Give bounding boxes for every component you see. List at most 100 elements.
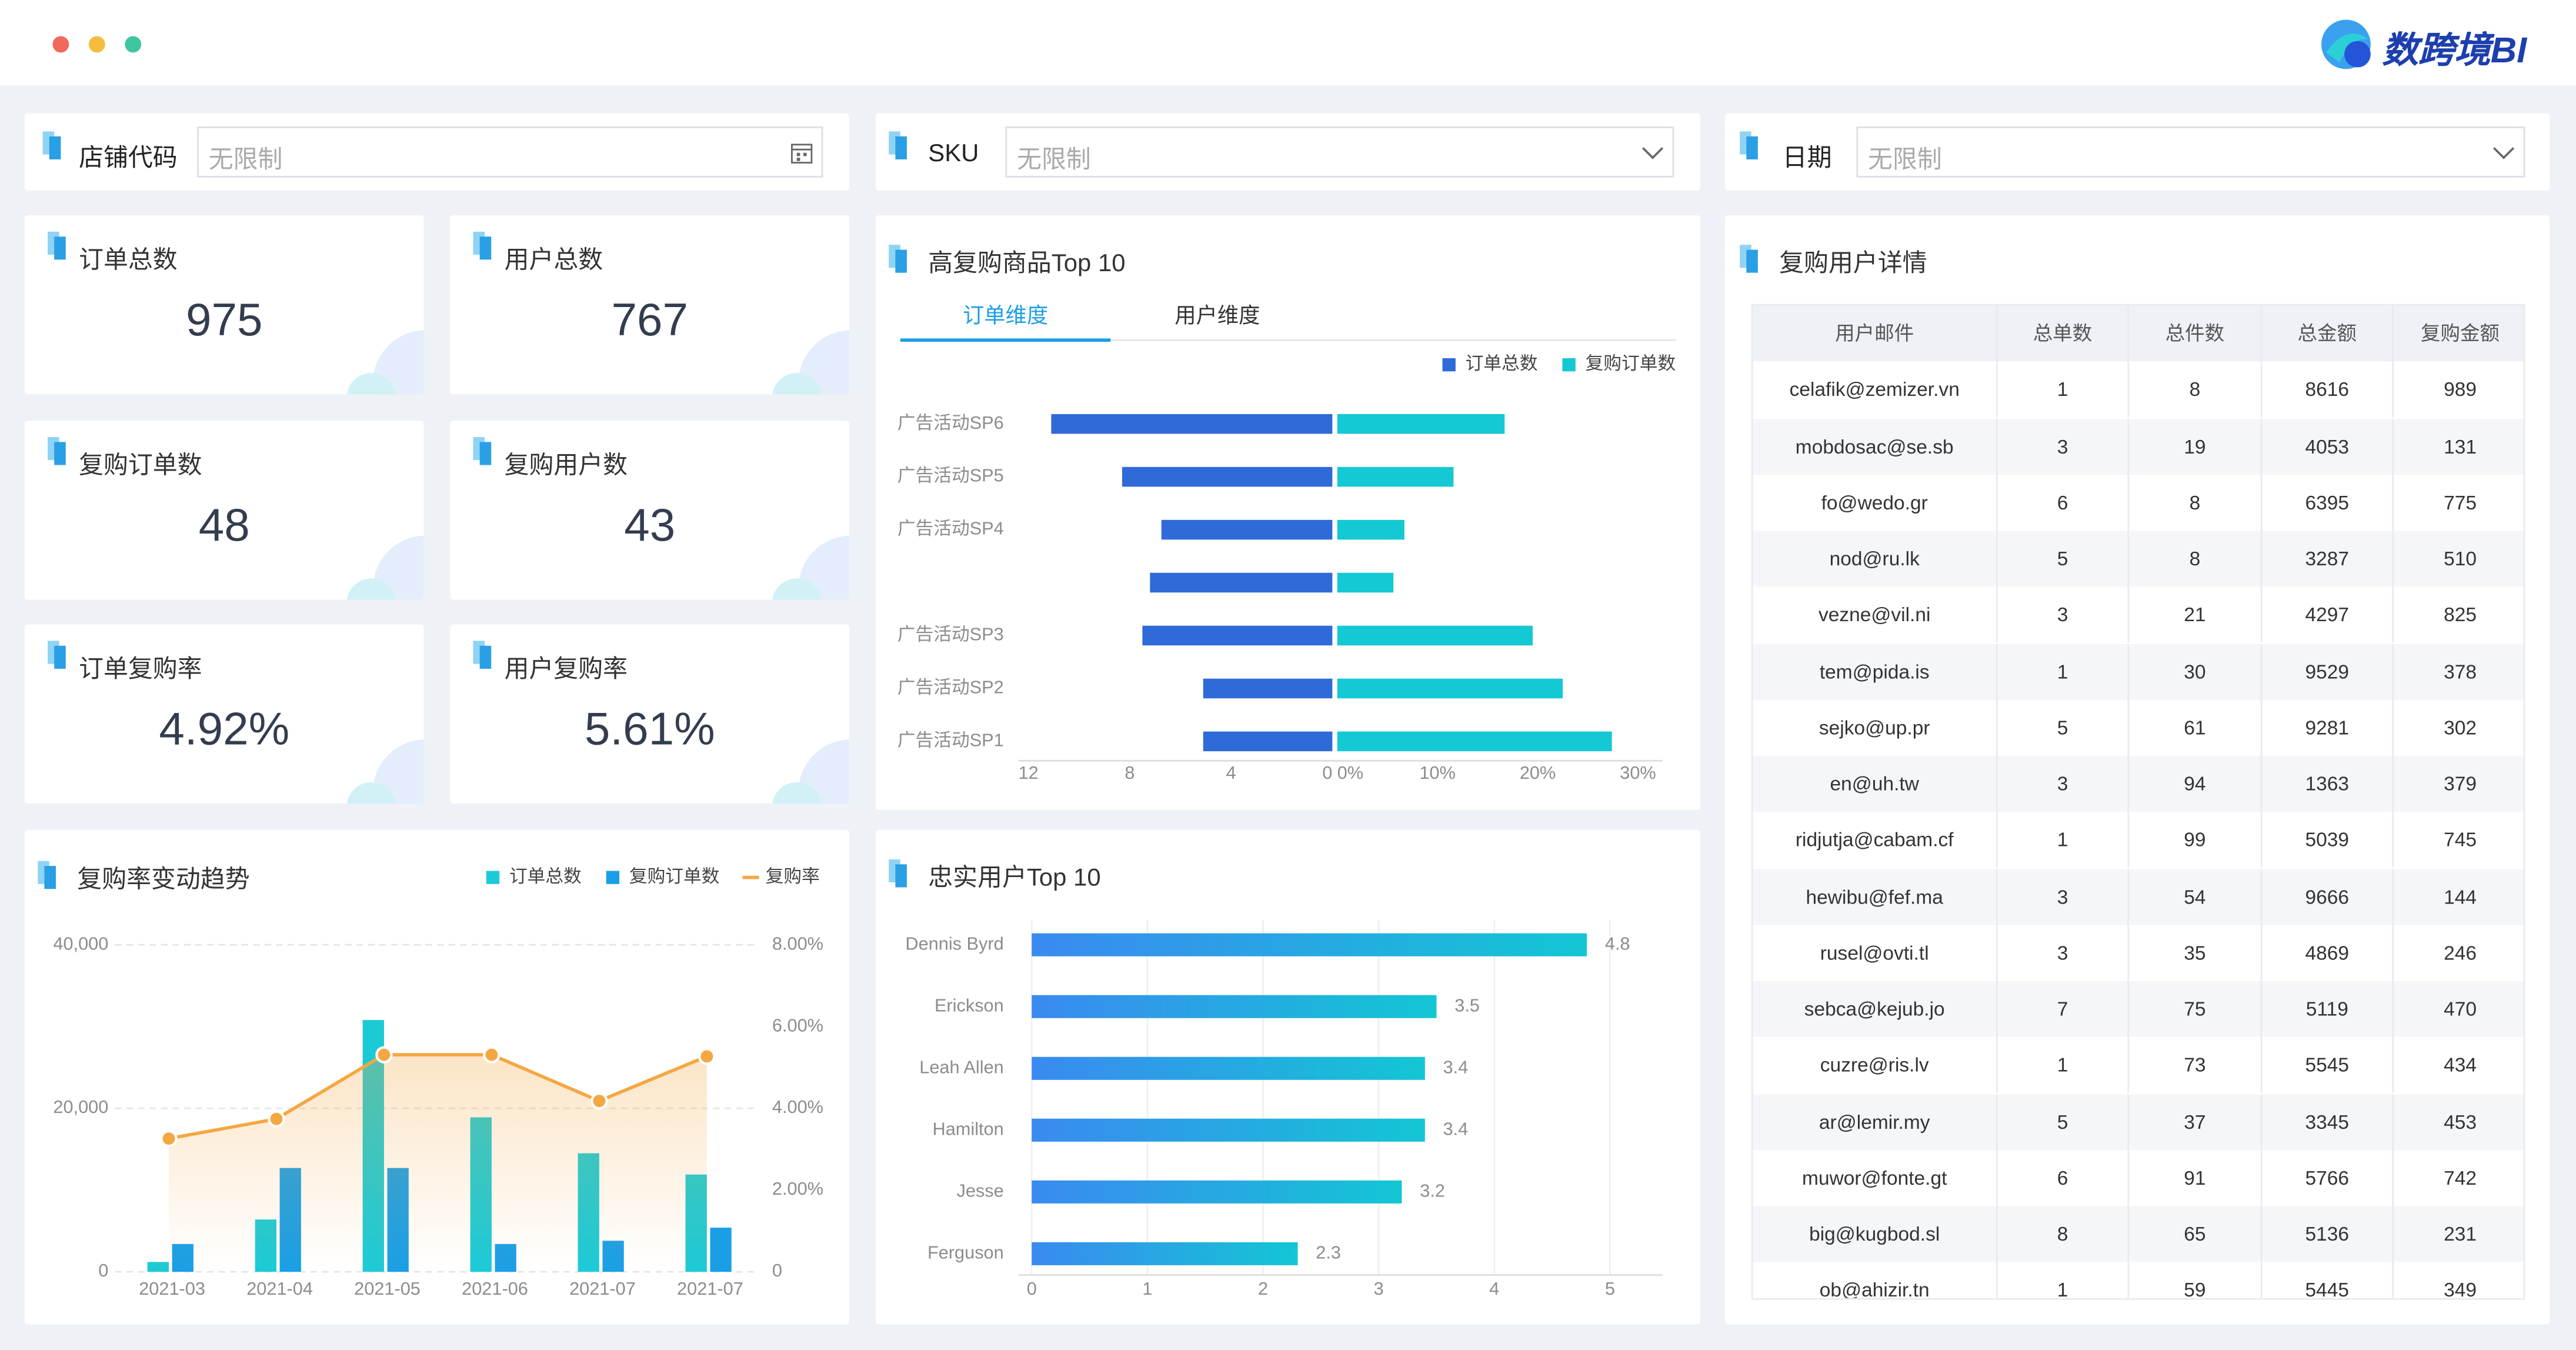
icon <box>889 131 909 159</box>
brand: 数跨境BI <box>2382 29 2527 71</box>
table-cell: 5766 <box>2262 1149 2394 1206</box>
table-cell: 8 <box>2129 474 2263 531</box>
chart-title: 复购率变动趋势 <box>77 866 250 894</box>
table-cell: rusel@ovti.tl <box>1753 924 1998 981</box>
table-cell: 510 <box>2393 531 2524 587</box>
table-cell: 3 <box>1997 868 2130 925</box>
kpi-value: 767 <box>611 294 689 345</box>
card <box>450 624 850 804</box>
table-cell: 19 <box>2129 418 2263 474</box>
filter-input[interactable] <box>1856 126 2525 178</box>
table-cell: 349 <box>2393 1262 2524 1298</box>
table: 用户邮件 总单数 总件数 总金额 复购金额 celafik@zemizer.vn 1 8 861… <box>1751 304 2525 1300</box>
table-cell: hewibu@fef.ma <box>1753 868 1998 925</box>
table-cell: 3 <box>1997 418 2130 474</box>
table-cell: 65 <box>2129 1206 2263 1262</box>
calendar-icon[interactable] <box>789 139 815 166</box>
table-cell: en@uh.tw <box>1753 755 1998 812</box>
table-cell: 6395 <box>2262 474 2394 531</box>
table-cell: 131 <box>2393 418 2524 474</box>
chart-title: 忠实用户Top 10 <box>928 864 1101 892</box>
placeholder: 无限制 <box>1017 146 1091 175</box>
table-cell: 5445 <box>2262 1262 2394 1298</box>
table-cell: tem@pida.is <box>1753 643 1998 699</box>
dropdown-icon[interactable] <box>1640 139 1666 166</box>
card <box>24 421 424 600</box>
table-cell: 5 <box>1997 699 2130 756</box>
table-cell: 5545 <box>2262 1037 2394 1094</box>
table-cell: 1 <box>1997 643 2130 699</box>
table-cell: 8 <box>2129 531 2263 587</box>
kpi-label: 用户复购率 <box>504 655 628 684</box>
table-cell: sebca@kejub.jo <box>1753 981 1998 1037</box>
table-cell: 4053 <box>2262 418 2394 474</box>
card <box>24 624 424 804</box>
filter-input[interactable] <box>1005 126 1674 178</box>
table-cell: mobdosac@se.sb <box>1753 418 1998 474</box>
table-cell: 54 <box>2129 868 2263 925</box>
icon <box>48 231 68 260</box>
table-cell: 3 <box>1997 586 2130 643</box>
table-cell: muwor@fonte.gt <box>1753 1149 1998 1206</box>
card <box>875 829 1701 1325</box>
table-cell: 73 <box>2129 1037 2263 1094</box>
table-cell: 5 <box>1997 1093 2130 1149</box>
icon <box>473 437 493 465</box>
dot[interactable] <box>88 36 105 53</box>
header-cell: 用户邮件 <box>1753 305 1998 362</box>
kpi-value: 48 <box>198 499 250 551</box>
card <box>450 421 850 600</box>
table-cell: ob@ahizir.tn <box>1753 1262 1998 1298</box>
table-cell: sejko@up.pr <box>1753 699 1998 756</box>
kpi-label: 订单总数 <box>79 246 178 275</box>
table-cell: 5136 <box>2262 1206 2394 1262</box>
table-cell: 8 <box>1997 1206 2130 1262</box>
chart-title: 高复购商品Top 10 <box>928 249 1126 278</box>
kpi-value: 5.61% <box>584 703 715 755</box>
icon <box>1740 131 1760 159</box>
table-cell: 144 <box>2393 868 2524 925</box>
table-cell: 453 <box>2393 1093 2524 1149</box>
kpi-label: 复购订单数 <box>79 452 202 480</box>
filter-label: SKU <box>928 139 979 168</box>
dot[interactable] <box>125 36 142 53</box>
table-cell: 378 <box>2393 643 2524 699</box>
table-cell: 35 <box>2129 924 2263 981</box>
table-cell: 3 <box>1997 924 2130 981</box>
table-cell: 1 <box>1997 1262 2130 1298</box>
kpi-label: 订单复购率 <box>79 655 202 684</box>
table-cell: 3345 <box>2262 1093 2394 1149</box>
filter-label: 店铺代码 <box>79 144 178 173</box>
icon <box>473 231 493 260</box>
dot[interactable] <box>52 36 69 53</box>
table-cell: 21 <box>2129 586 2263 643</box>
kpi-value: 975 <box>186 294 263 345</box>
kpi-label: 复购用户数 <box>504 452 628 480</box>
card <box>875 215 1701 811</box>
table-cell: 302 <box>2393 699 2524 756</box>
table-cell: 5 <box>1997 531 2130 587</box>
table-cell: big@kugbod.sl <box>1753 1206 1998 1262</box>
table-cell: 9666 <box>2262 868 2394 925</box>
table-cell: ar@lemir.my <box>1753 1093 1998 1149</box>
table-cell: 4869 <box>2262 924 2394 981</box>
table-cell: 470 <box>2393 981 2524 1037</box>
table-cell: 1 <box>1997 1037 2130 1094</box>
filter-input[interactable] <box>197 126 823 178</box>
kpi-label: 用户总数 <box>504 246 603 275</box>
table-title: 复购用户详情 <box>1779 249 1927 278</box>
icon <box>48 437 68 465</box>
table-cell: 8 <box>2129 362 2263 418</box>
table-cell: 37 <box>2129 1093 2263 1149</box>
icon <box>1740 245 1760 273</box>
table-cell: 59 <box>2129 1262 2263 1298</box>
header-cell: 复购金额 <box>2393 305 2524 362</box>
filter-label: 日期 <box>1782 144 1832 173</box>
table-cell: 61 <box>2129 699 2263 756</box>
table-cell: 434 <box>2393 1037 2524 1094</box>
placeholder: 无限制 <box>208 146 283 175</box>
dropdown-icon[interactable] <box>2491 139 2517 166</box>
logo <box>2321 19 2371 69</box>
table-cell: 246 <box>2393 924 2524 981</box>
